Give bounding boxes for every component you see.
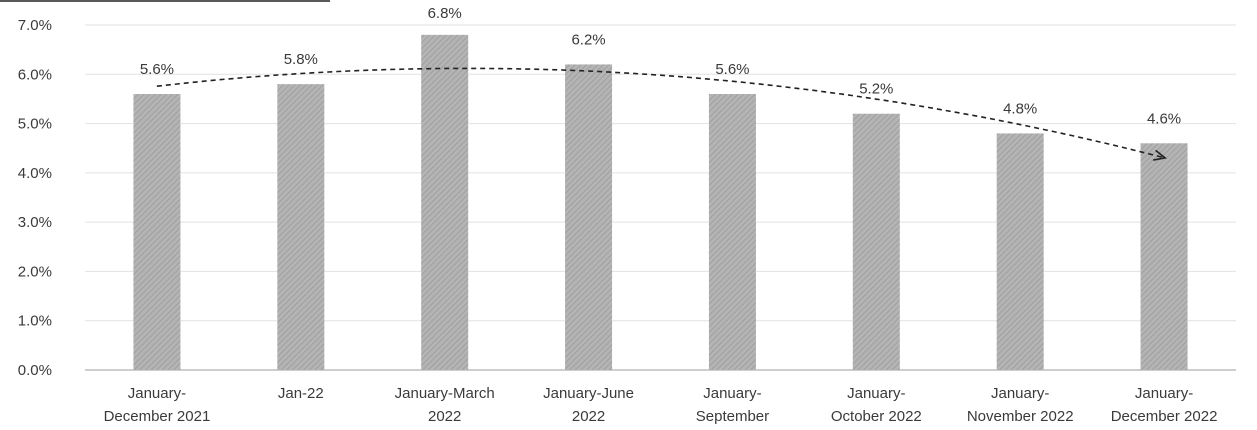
bar (277, 84, 325, 371)
y-tick-label: 3.0% (18, 214, 52, 231)
x-tick-label: January-December 2021 (104, 385, 211, 425)
bars (133, 34, 1188, 371)
data-label: 5.6% (140, 61, 174, 78)
y-tick-label: 6.0% (18, 66, 52, 83)
y-tick-label: 1.0% (18, 313, 52, 330)
x-tick-label: January-December 2022 (1111, 385, 1218, 425)
y-tick-label: 0.0% (18, 362, 52, 379)
bar (996, 133, 1044, 370)
y-tick-label: 7.0% (18, 17, 52, 34)
bar (1140, 143, 1188, 370)
x-tick-label: January-March 2022 (395, 385, 495, 425)
x-tick-label: January-September (696, 385, 769, 425)
data-label: 5.2% (859, 81, 893, 98)
data-label: 5.6% (715, 61, 749, 78)
data-label: 4.6% (1147, 110, 1181, 127)
x-axis-labels: January-December 2021 Jan-22 January-March… (104, 385, 1218, 425)
data-label: 6.2% (571, 31, 605, 48)
bar (565, 64, 613, 370)
data-label: 5.8% (284, 51, 318, 68)
bar (421, 34, 469, 370)
bar (852, 113, 900, 370)
gridlines (85, 24, 1236, 371)
trendline-path (156, 67, 1167, 161)
y-axis-ticks: 0.0% 1.0% 2.0% 3.0% 4.0% 5.0% 6.0% 7.0% (18, 17, 52, 379)
bar (708, 94, 756, 370)
y-tick-label: 4.0% (18, 165, 52, 182)
data-label: 4.8% (1003, 100, 1037, 117)
x-tick-label: Jan-22 (278, 385, 324, 402)
x-tick-label: January-November 2022 (967, 385, 1074, 425)
y-tick-label: 5.0% (18, 116, 52, 133)
data-label: 6.8% (428, 5, 462, 22)
x-tick-label: January-October 2022 (831, 385, 922, 425)
bar (133, 94, 181, 370)
x-tick-label: January-June 2022 (543, 385, 634, 425)
data-labels: 5.6% 5.8% 6.8% 6.2% 5.6% 5.2% 4.8% 4.6% (140, 5, 1181, 127)
y-tick-label: 2.0% (18, 263, 52, 280)
trendline (156, 67, 1167, 161)
